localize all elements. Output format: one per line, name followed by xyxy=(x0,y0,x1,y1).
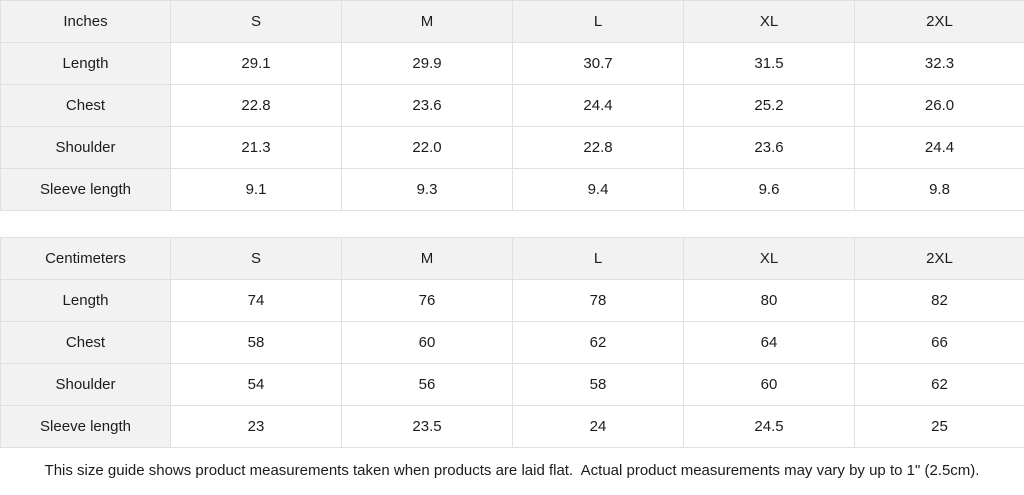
size-header-cell: 2XL xyxy=(854,237,1024,280)
size-header-cell: 2XL xyxy=(854,0,1024,43)
measurement-cell: 32.3 xyxy=(854,42,1024,85)
measurement-cell: 64 xyxy=(683,321,855,364)
table-row: Shoulder 54 56 58 60 62 xyxy=(0,363,1024,406)
row-label-cell: Length xyxy=(0,279,171,322)
measurement-cell: 25.2 xyxy=(683,84,855,127)
measurement-cell: 24 xyxy=(512,405,684,448)
measurement-cell: 24.4 xyxy=(512,84,684,127)
size-header-cell: XL xyxy=(683,237,855,280)
measurement-cell: 23.6 xyxy=(341,84,513,127)
unit-header-cell: Centimeters xyxy=(0,237,171,280)
measurement-cell: 24.5 xyxy=(683,405,855,448)
measurement-cell: 23.5 xyxy=(341,405,513,448)
measurement-cell: 29.9 xyxy=(341,42,513,85)
measurement-cell: 21.3 xyxy=(170,126,342,169)
row-label-cell: Sleeve length xyxy=(0,405,171,448)
measurement-cell: 31.5 xyxy=(683,42,855,85)
measurement-cell: 54 xyxy=(170,363,342,406)
row-label-cell: Chest xyxy=(0,84,171,127)
measurement-cell: 58 xyxy=(170,321,342,364)
size-header-cell: L xyxy=(512,0,684,43)
measurement-cell: 9.8 xyxy=(854,168,1024,211)
table-header-row: Inches S M L XL 2XL xyxy=(0,0,1024,43)
measurement-cell: 23.6 xyxy=(683,126,855,169)
measurement-cell: 9.6 xyxy=(683,168,855,211)
size-header-cell: M xyxy=(341,237,513,280)
table-row: Sleeve length 9.1 9.3 9.4 9.6 9.8 xyxy=(0,168,1024,211)
table-row: Shoulder 21.3 22.0 22.8 23.6 24.4 xyxy=(0,126,1024,169)
size-guide-note: This size guide shows product measuremen… xyxy=(0,448,1024,492)
size-header-cell: XL xyxy=(683,0,855,43)
row-label-cell: Shoulder xyxy=(0,126,171,169)
measurement-cell: 22.0 xyxy=(341,126,513,169)
table-row: Sleeve length 23 23.5 24 24.5 25 xyxy=(0,405,1024,448)
row-label-cell: Length xyxy=(0,42,171,85)
size-guide-table-inches: Inches S M L XL 2XL Length 29.1 29.9 30.… xyxy=(0,0,1024,211)
row-label-cell: Sleeve length xyxy=(0,168,171,211)
size-header-cell: L xyxy=(512,237,684,280)
measurement-cell: 62 xyxy=(854,363,1024,406)
measurement-cell: 25 xyxy=(854,405,1024,448)
measurement-cell: 24.4 xyxy=(854,126,1024,169)
size-header-cell: M xyxy=(341,0,513,43)
measurement-cell: 76 xyxy=(341,279,513,322)
measurement-cell: 23 xyxy=(170,405,342,448)
measurement-cell: 29.1 xyxy=(170,42,342,85)
table-row: Length 74 76 78 80 82 xyxy=(0,279,1024,322)
table-row: Chest 22.8 23.6 24.4 25.2 26.0 xyxy=(0,84,1024,127)
measurement-cell: 9.3 xyxy=(341,168,513,211)
table-header-row: Centimeters S M L XL 2XL xyxy=(0,237,1024,280)
unit-header-cell: Inches xyxy=(0,0,171,43)
size-header-cell: S xyxy=(170,0,342,43)
size-header-cell: S xyxy=(170,237,342,280)
measurement-cell: 82 xyxy=(854,279,1024,322)
measurement-cell: 22.8 xyxy=(512,126,684,169)
measurement-cell: 30.7 xyxy=(512,42,684,85)
measurement-cell: 60 xyxy=(683,363,855,406)
measurement-cell: 9.4 xyxy=(512,168,684,211)
measurement-cell: 60 xyxy=(341,321,513,364)
size-guide-table-centimeters: Centimeters S M L XL 2XL Length 74 76 78… xyxy=(0,237,1024,448)
measurement-cell: 26.0 xyxy=(854,84,1024,127)
measurement-cell: 74 xyxy=(170,279,342,322)
table-section-divider xyxy=(0,211,1024,237)
measurement-cell: 78 xyxy=(512,279,684,322)
measurement-cell: 56 xyxy=(341,363,513,406)
row-label-cell: Shoulder xyxy=(0,363,171,406)
table-row: Length 29.1 29.9 30.7 31.5 32.3 xyxy=(0,42,1024,85)
measurement-cell: 62 xyxy=(512,321,684,364)
row-label-cell: Chest xyxy=(0,321,171,364)
table-row: Chest 58 60 62 64 66 xyxy=(0,321,1024,364)
measurement-cell: 80 xyxy=(683,279,855,322)
measurement-cell: 9.1 xyxy=(170,168,342,211)
measurement-cell: 22.8 xyxy=(170,84,342,127)
measurement-cell: 66 xyxy=(854,321,1024,364)
measurement-cell: 58 xyxy=(512,363,684,406)
